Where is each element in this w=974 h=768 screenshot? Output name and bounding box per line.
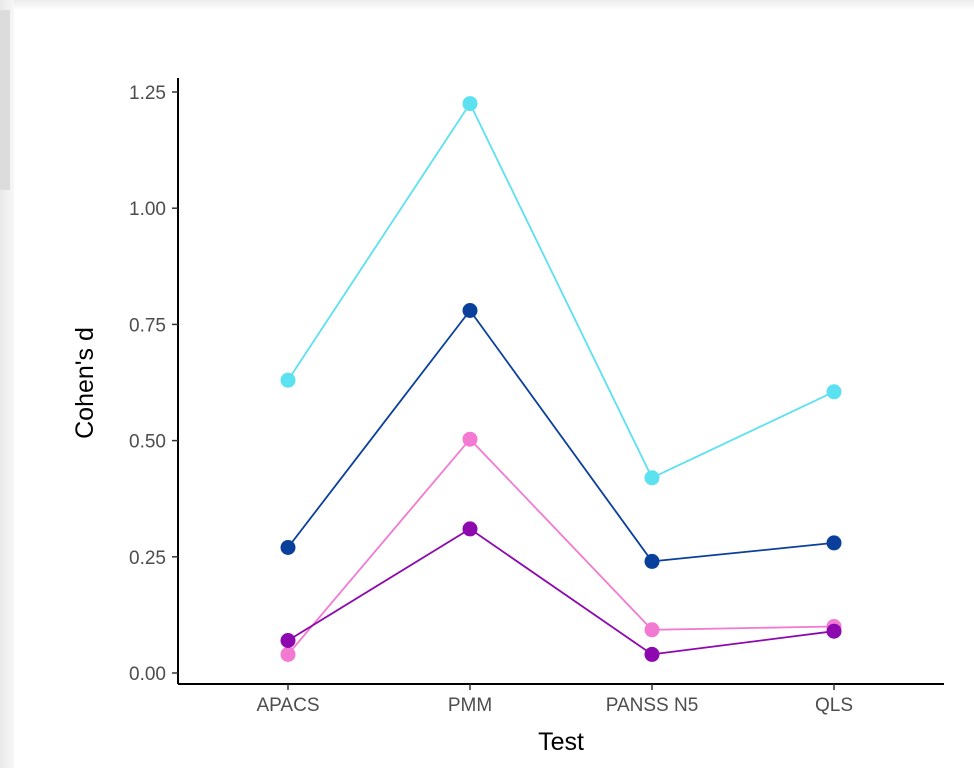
y-tick-label: 0.25 xyxy=(129,548,166,569)
data-point xyxy=(280,646,296,662)
data-point xyxy=(462,96,478,112)
x-tick-label: QLS xyxy=(815,695,853,716)
x-tick-label: PMM xyxy=(448,695,492,716)
x-tick-label: APACS xyxy=(256,695,319,716)
x-tick-label: PANSS N5 xyxy=(606,695,699,716)
data-point xyxy=(644,646,660,662)
series-lines xyxy=(287,102,835,656)
data-point xyxy=(826,384,842,400)
series-line xyxy=(287,438,835,655)
data-point xyxy=(280,540,296,555)
data-point xyxy=(280,633,296,648)
series-line xyxy=(287,102,835,479)
data-point xyxy=(644,622,660,638)
y-tick-label: 0.50 xyxy=(129,432,166,453)
series-line xyxy=(287,309,835,563)
series-points xyxy=(280,96,842,662)
data-point xyxy=(462,521,478,537)
data-point xyxy=(280,372,296,388)
data-point xyxy=(826,623,842,639)
y-tick-label: 0.75 xyxy=(129,315,166,336)
data-point xyxy=(644,470,660,486)
window-edge-top xyxy=(0,0,974,10)
x-axis-title: Test xyxy=(538,728,584,756)
axes: 0.00 0.25 0.50 0.75 1.00 1.25 APACS PMM PANSS N5… xyxy=(129,78,944,716)
series-line xyxy=(287,528,835,656)
window-edge-bar xyxy=(0,10,10,190)
data-point xyxy=(826,535,842,551)
data-point xyxy=(462,303,478,318)
y-axis-title: Cohen's d xyxy=(71,327,99,439)
y-tick-label: 1.00 xyxy=(129,199,166,220)
data-point xyxy=(462,431,478,447)
y-tick-label: 1.25 xyxy=(129,83,166,104)
y-tick-label: 0.00 xyxy=(129,664,166,685)
data-point xyxy=(644,553,660,569)
window-edge-left xyxy=(0,0,14,768)
